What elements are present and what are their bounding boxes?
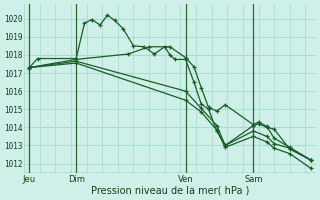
X-axis label: Pression niveau de la mer( hPa ): Pression niveau de la mer( hPa ) (91, 186, 249, 196)
